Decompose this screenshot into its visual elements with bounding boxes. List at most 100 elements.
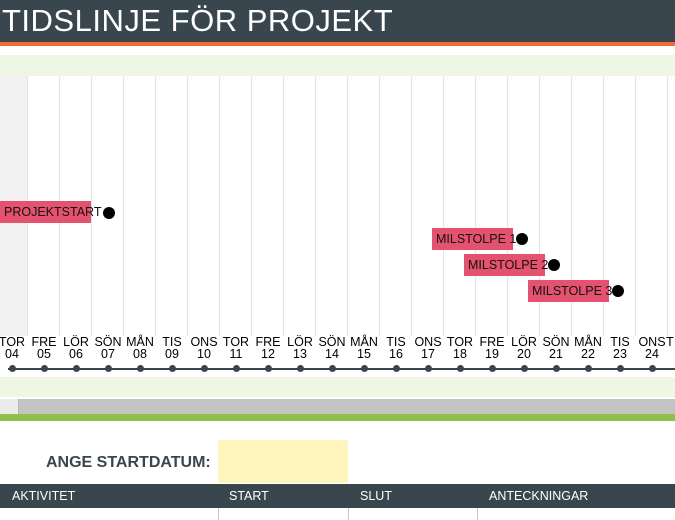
day-label: MÅN 22 [572, 336, 604, 361]
grid-line [571, 76, 572, 336]
title-bar: TIDSLINJE FÖR PROJEKT [0, 0, 675, 42]
day-label: LÖR 06 [60, 336, 92, 361]
date: 10 [197, 347, 211, 361]
weekday: TOR [222, 335, 250, 349]
grid-line [539, 76, 540, 336]
scrollbar-thumb[interactable] [0, 399, 19, 414]
date: 11 [229, 347, 243, 361]
day-label: TOR 11 [220, 335, 252, 361]
page-title: TIDSLINJE FÖR PROJEKT [2, 3, 394, 38]
grid-line [187, 76, 188, 336]
axis-tick [393, 365, 400, 372]
milestone-projektstart[interactable]: PROJEKTSTART [0, 201, 101, 223]
weekday: ONS [638, 335, 666, 349]
date: 19 [485, 347, 499, 361]
column-header-aktivitet[interactable]: AKTIVITET [12, 489, 76, 503]
column-header-anteckningar[interactable]: ANTECKNINGAR [489, 489, 589, 503]
axis-tick [361, 365, 368, 372]
axis-tick [41, 365, 48, 372]
weekday: TOR [0, 335, 26, 349]
grid-line [91, 76, 92, 336]
axis-tick [297, 365, 304, 372]
weekday: LÖR [511, 335, 537, 349]
day-label: SÖN 21 [540, 335, 572, 361]
day-label: SÖN 07 [92, 336, 124, 361]
weekday: MÅN [126, 335, 154, 349]
axis-tick [585, 365, 592, 372]
day-label: LÖR 13 [284, 335, 316, 361]
weekday: MÅN [350, 335, 378, 349]
day-label: LÖR 20 [508, 335, 540, 361]
weekday: FRE [479, 335, 505, 349]
activity-table-header: AKTIVITET START SLUT ANTECKNINGAR [0, 484, 675, 508]
grid-line [603, 76, 604, 336]
date: 20 [517, 347, 531, 361]
timeline-grid [0, 76, 675, 336]
day-label: ONS 24 [636, 335, 668, 361]
weekday: TIS [162, 335, 182, 349]
milestone-marker [516, 233, 528, 245]
day-label: FRE 05 [28, 336, 60, 361]
milestone-3[interactable]: MILSTOLPE 3 [528, 280, 612, 302]
grid-line [155, 76, 156, 336]
grid-line [507, 76, 508, 336]
axis-tick [489, 365, 496, 372]
date: 06 [69, 347, 83, 361]
date: 05 [37, 347, 51, 361]
grid-line [635, 76, 636, 336]
date: 18 [453, 347, 467, 361]
date: 12 [261, 347, 275, 361]
grid-line [251, 76, 252, 336]
date: 09 [165, 347, 179, 361]
weekday: SÖN [542, 335, 570, 349]
weekday: TIS [610, 335, 630, 349]
day-label: ONS 17 [412, 336, 444, 361]
grid-line [123, 76, 124, 336]
weekday: TIS [386, 335, 406, 349]
axis-tick [265, 365, 272, 372]
start-date-label: ANGE STARTDATUM: [46, 454, 211, 471]
axis-tick [617, 365, 624, 372]
date: 15 [357, 347, 371, 361]
timeline-axis [8, 368, 675, 370]
weekday: LÖR [287, 335, 313, 349]
day-label: FRE 12 [252, 335, 284, 361]
grid-line [219, 76, 220, 336]
date: 07 [101, 347, 115, 361]
column-header-start[interactable]: START [229, 489, 269, 503]
milestone-marker [612, 285, 624, 297]
timeline-band-bottom [0, 377, 675, 397]
date: 22 [581, 347, 595, 361]
column-header-slut[interactable]: SLUT [360, 489, 392, 503]
table-column-divider [348, 508, 349, 520]
date: 08 [133, 347, 147, 361]
day-label: T [665, 336, 675, 348]
table-column-divider [218, 508, 219, 520]
weekday: T [666, 336, 674, 348]
axis-tick [137, 365, 144, 372]
day-label: FRE 19 [476, 335, 508, 361]
timeline-scrollbar[interactable] [0, 399, 675, 414]
axis-tick [457, 365, 464, 372]
milestone-1[interactable]: MILSTOLPE 1 [432, 228, 516, 250]
axis-tick [521, 365, 528, 372]
axis-tick [649, 365, 656, 372]
date: 17 [421, 347, 435, 361]
grid-line [443, 76, 444, 336]
grid-line [347, 76, 348, 336]
axis-tick [553, 365, 560, 372]
date: 04 [5, 347, 19, 361]
grid-line [475, 76, 476, 336]
weekday: FRE [255, 335, 281, 349]
weekday: ONS [190, 335, 218, 349]
day-label: TOR 18 [444, 336, 476, 361]
day-label: MÅN 15 [348, 335, 380, 361]
day-label: ONS 10 [188, 335, 220, 361]
day-label: TOR 04 [0, 335, 28, 361]
date: 23 [613, 347, 627, 361]
day-label: TIS 09 [156, 335, 188, 361]
start-date-input[interactable] [218, 440, 348, 483]
weekday: SÖN [318, 335, 346, 349]
milestone-2[interactable]: MILSTOLPE 2 [464, 254, 548, 276]
grid-line [411, 76, 412, 336]
